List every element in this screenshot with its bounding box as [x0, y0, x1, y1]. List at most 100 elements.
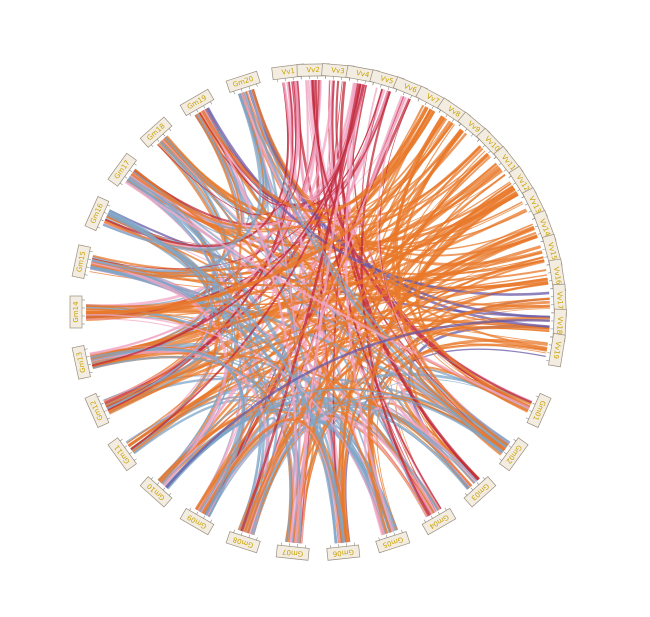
ribbon: [86, 164, 500, 319]
segment-tick: [233, 91, 235, 95]
segment-tick: [470, 133, 474, 137]
chromosome-segment: Gm13: [71, 345, 93, 380]
segment-box: [548, 332, 566, 368]
segment-tick: [168, 128, 172, 131]
segment-tick: [87, 364, 91, 366]
segment-box: [526, 392, 552, 428]
segment-tick: [417, 98, 420, 102]
segment-box: [179, 88, 215, 117]
segment-tick: [256, 537, 258, 541]
segment-tick: [477, 139, 480, 142]
segment-tick: [512, 182, 516, 185]
segment-tick: [540, 240, 544, 243]
segment-tick: [210, 519, 213, 523]
segment-tick: [517, 189, 520, 192]
segment-tick: [452, 118, 455, 122]
segment-label: Gm14: [72, 301, 80, 323]
segment-tick: [156, 139, 160, 142]
segment-tick: [107, 204, 111, 207]
ribbon: [129, 137, 235, 237]
segment-tick: [133, 163, 137, 166]
segment-tick: [150, 476, 154, 480]
ribbon-layer: [85, 79, 550, 544]
segment-box: [499, 437, 529, 472]
segment-box: [71, 345, 91, 380]
segment-tick: [168, 493, 172, 496]
segment-box: [275, 544, 310, 561]
ribbon: [90, 261, 228, 486]
segment-tick: [482, 145, 486, 148]
chromosome-segment: Gm14: [69, 295, 85, 329]
segment-tick: [89, 250, 93, 253]
ribbon: [92, 89, 383, 270]
segment-tick: [189, 113, 192, 117]
segment-tick: [528, 210, 532, 213]
segment-tick: [498, 163, 502, 166]
ribbon: [125, 181, 530, 410]
segment-box: [139, 116, 173, 148]
ribbon: [165, 319, 550, 489]
segment-tick: [385, 534, 388, 538]
ribbon: [194, 108, 432, 510]
segment-tick: [445, 114, 448, 118]
segment-box: [375, 531, 411, 554]
ribbon: [90, 169, 502, 359]
ribbon: [104, 82, 290, 248]
ribbon: [376, 343, 548, 531]
ribbon: [92, 84, 365, 367]
segment-tick: [395, 89, 398, 93]
segment-tick: [537, 233, 541, 235]
chromosome-segment: Gm16: [84, 196, 111, 232]
segment-tick: [431, 106, 434, 109]
segment-box: [84, 196, 110, 232]
segment-tick: [162, 133, 166, 137]
segment-tick: [87, 258, 91, 260]
segment-label: Vv1: [281, 67, 295, 77]
segment-tick: [129, 169, 132, 173]
segment-tick: [196, 109, 199, 113]
segment-box: [225, 531, 261, 554]
segment-tick: [356, 79, 358, 83]
chromosome-segment: Gm07: [275, 542, 310, 561]
segment-tick: [387, 86, 390, 90]
ribbon: [131, 147, 484, 452]
ribbon: [91, 262, 209, 402]
segment-label: Vv2: [306, 66, 320, 74]
segment-label: Vv3: [331, 66, 345, 75]
segment-box: [463, 476, 497, 508]
segment-tick: [532, 218, 536, 220]
segment-tick: [203, 105, 206, 109]
segment-tick: [189, 507, 192, 511]
chromosome-segment: Gm15: [71, 244, 93, 279]
segment-tick: [248, 86, 251, 90]
segment-tick: [124, 445, 128, 448]
segment-tick: [241, 532, 243, 536]
ribbon: [105, 114, 242, 407]
ribbon: [86, 318, 294, 543]
segment-tick: [532, 402, 536, 405]
ribbon: [202, 109, 298, 543]
ribbon: [126, 180, 233, 484]
segment-tick: [100, 402, 104, 405]
segment-tick: [476, 482, 480, 485]
segment-tick: [364, 80, 366, 84]
segment-box: [139, 476, 173, 508]
segment-tick: [129, 451, 132, 455]
segment-tick: [529, 410, 533, 412]
segment-box: [107, 437, 137, 472]
segment-tick: [162, 487, 166, 491]
ribbon: [127, 305, 550, 447]
segment-tick: [380, 84, 382, 88]
segment-tick: [525, 417, 529, 420]
ribbon: [251, 88, 543, 266]
segment-tick: [535, 395, 539, 398]
segment-tick: [97, 395, 101, 398]
ribbon: [337, 183, 512, 543]
ribbon: [165, 130, 464, 224]
segment-tick: [156, 482, 160, 485]
segment-label: Vv5: [379, 74, 394, 85]
chromosome-segment: Gm20: [225, 70, 261, 95]
segment-tick: [119, 182, 123, 185]
segment-tick: [458, 123, 462, 127]
